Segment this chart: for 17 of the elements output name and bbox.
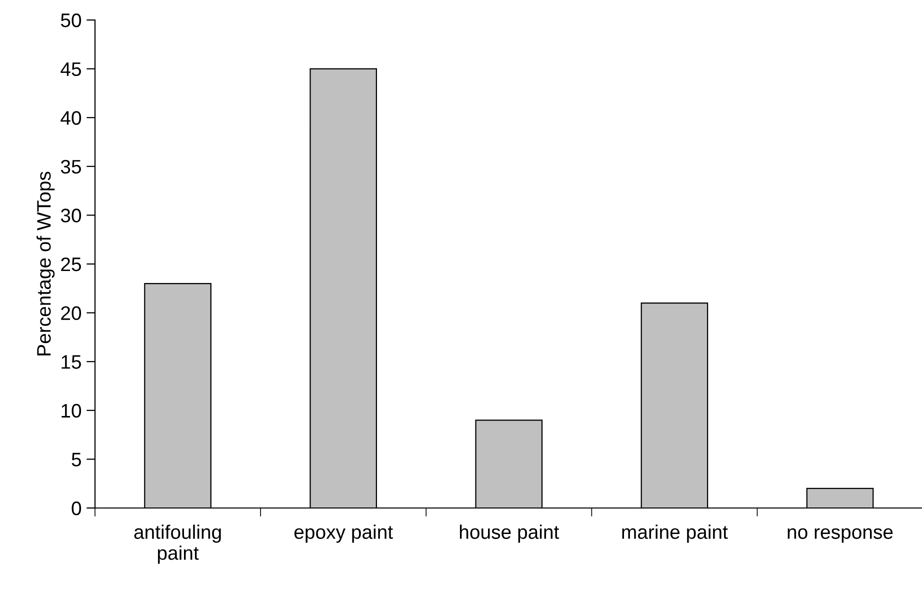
x-tick-label: antifouling paint [134, 524, 221, 564]
y-tick-label: 10 [62, 404, 82, 418]
y-tick-label: 45 [60, 62, 81, 76]
x-tick-label: no response [788, 528, 893, 543]
y-axis-title: Percentage of WTops [36, 172, 55, 356]
y-tick-label: 35 [60, 160, 81, 174]
y-tick-label: 30 [60, 208, 82, 222]
x-tick-label: house paint [460, 524, 560, 543]
y-tick-label: 15 [62, 355, 81, 369]
x-tick-label: epoxy paint [294, 524, 393, 543]
y-tick-label: 25 [61, 257, 81, 272]
y-tick-label: 20 [61, 306, 82, 320]
x-tick-label: marine paint [622, 524, 728, 543]
y-tick-label: 0 [72, 501, 82, 516]
y-tick-label: 5 [72, 452, 81, 466]
y-tick-label: 40 [60, 111, 82, 125]
y-tick-label: 50 [60, 13, 82, 28]
